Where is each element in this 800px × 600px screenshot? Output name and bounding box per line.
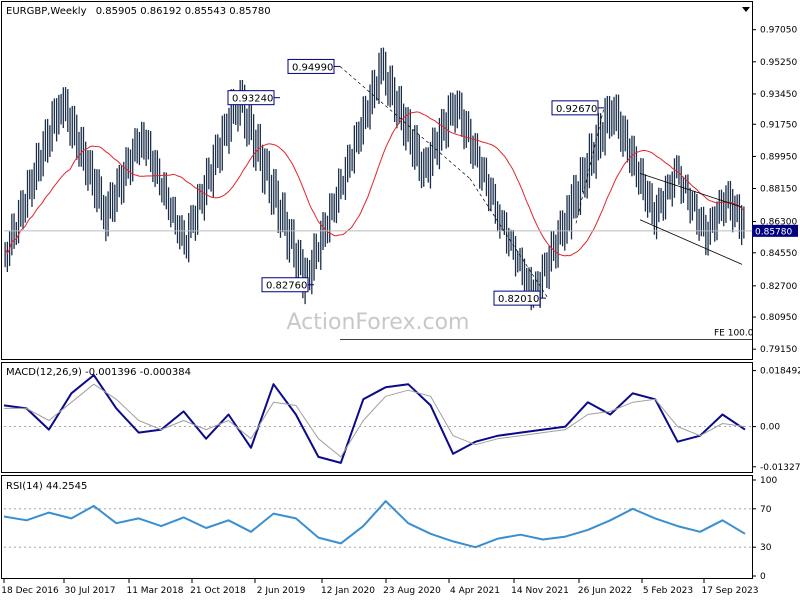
annotation-box	[261, 277, 309, 293]
last-price-tag	[752, 224, 798, 237]
x-tick-label: 17 Sep 2023	[701, 586, 758, 596]
last-price-label: 0.85780	[755, 227, 792, 237]
axis-tick-label: 0	[760, 572, 766, 582]
x-axis: 18 Dec 2016 30 Jul 2017 11 Mar 2018 21 Oct …	[1, 579, 759, 596]
price-tick-label: 0.80950	[760, 313, 797, 323]
price-tick-label: 0.79150	[760, 345, 797, 355]
macd-indicator: 0.018492 0.00 -0.013279	[3, 367, 800, 473]
x-tick-label: 12 Jan 2020	[321, 586, 375, 596]
ohlc-values: 0.85905 0.86192 0.85543 0.85780	[96, 6, 271, 17]
price-tick-label: 0.84550	[760, 249, 797, 259]
channel-lower-line	[639, 219, 743, 265]
axis-tick-label: -0.013279	[760, 463, 800, 473]
watermark: ActionForex.com	[287, 310, 470, 335]
annotation-label: 0.92670	[556, 104, 597, 115]
x-tick-label: 23 Aug 2020	[383, 586, 441, 596]
axis-tick-label: 0.00	[760, 423, 780, 433]
rsi-panel	[1, 475, 753, 579]
annotation-box	[287, 58, 335, 74]
price-tick-label: 0.89950	[760, 152, 797, 162]
moving-average-line	[4, 111, 745, 257]
x-tick-label: 30 Jul 2017	[65, 586, 116, 596]
axis-tick-label: 70	[760, 505, 772, 515]
symbol-label: EURGBP,Weekly	[6, 6, 87, 17]
price-annotations: 0.93240 0.94990 0.82760 0.82010 0.92670	[227, 58, 604, 306]
annotation-box	[227, 90, 275, 106]
price-tick-label: 0.97050	[760, 26, 797, 36]
x-tick-label: 14 Nov 2021	[511, 586, 569, 596]
price-tick-label: 0.82700	[760, 282, 797, 292]
rsi-label: RSI(14) 44.2545	[6, 481, 87, 492]
macd-panel	[1, 362, 753, 473]
price-tick-label: 0.88150	[760, 185, 797, 195]
annotation-label: 0.82010	[498, 294, 539, 305]
axis-tick-label: 0.018492	[760, 367, 800, 377]
price-tick-label: 0.95250	[760, 58, 797, 68]
x-tick-label: 21 Oct 2018	[190, 586, 246, 596]
x-tick-label: 26 Jun 2022	[578, 586, 632, 596]
annotation-label: 0.93240	[232, 94, 273, 105]
price-overlays: 0.85780 FE 100.0	[4, 66, 798, 340]
chart-symbol-title: EURGBP,Weekly 0.85905 0.86192 0.85543 0.…	[6, 6, 271, 17]
price-tick-label: 0.91750	[760, 120, 797, 130]
series-line-1	[4, 383, 746, 458]
price-axis: 0.97050 0.95250 0.93450 0.91750 0.89950 0.881…	[752, 26, 797, 355]
swing-dashed-line	[339, 66, 471, 179]
x-tick-label: 5 Feb 2023	[643, 586, 693, 596]
x-tick-label: 11 Mar 2018	[126, 586, 183, 596]
rsi-indicator: 100 70 30 0	[3, 476, 777, 582]
collapse-icon[interactable]	[742, 7, 750, 12]
channel-upper-line	[639, 172, 743, 208]
annotation-box	[493, 290, 541, 306]
price-tick-label: 0.86300	[760, 218, 797, 228]
macd-label: MACD(12,26,9) -0.001396 -0.000384	[6, 367, 191, 378]
price-panel	[1, 1, 753, 360]
swing-dashed-line	[575, 107, 605, 224]
series-line-0	[3, 374, 746, 464]
fe-label: FE 100.0	[714, 328, 754, 338]
series-line-0	[3, 500, 746, 549]
price-tick-label: 0.93450	[760, 90, 797, 100]
x-tick-label: 4 Apr 2021	[450, 586, 500, 596]
axis-tick-label: 30	[760, 543, 772, 553]
x-tick-label: 18 Dec 2016	[1, 586, 59, 596]
axis-tick-label: 100	[760, 476, 777, 486]
annotation-label: 0.82760	[266, 281, 307, 292]
annotation-label: 0.94990	[292, 62, 333, 73]
x-tick-label: 2 Jun 2019	[257, 586, 306, 596]
annotation-box	[551, 100, 599, 116]
price-bars	[4, 47, 745, 311]
